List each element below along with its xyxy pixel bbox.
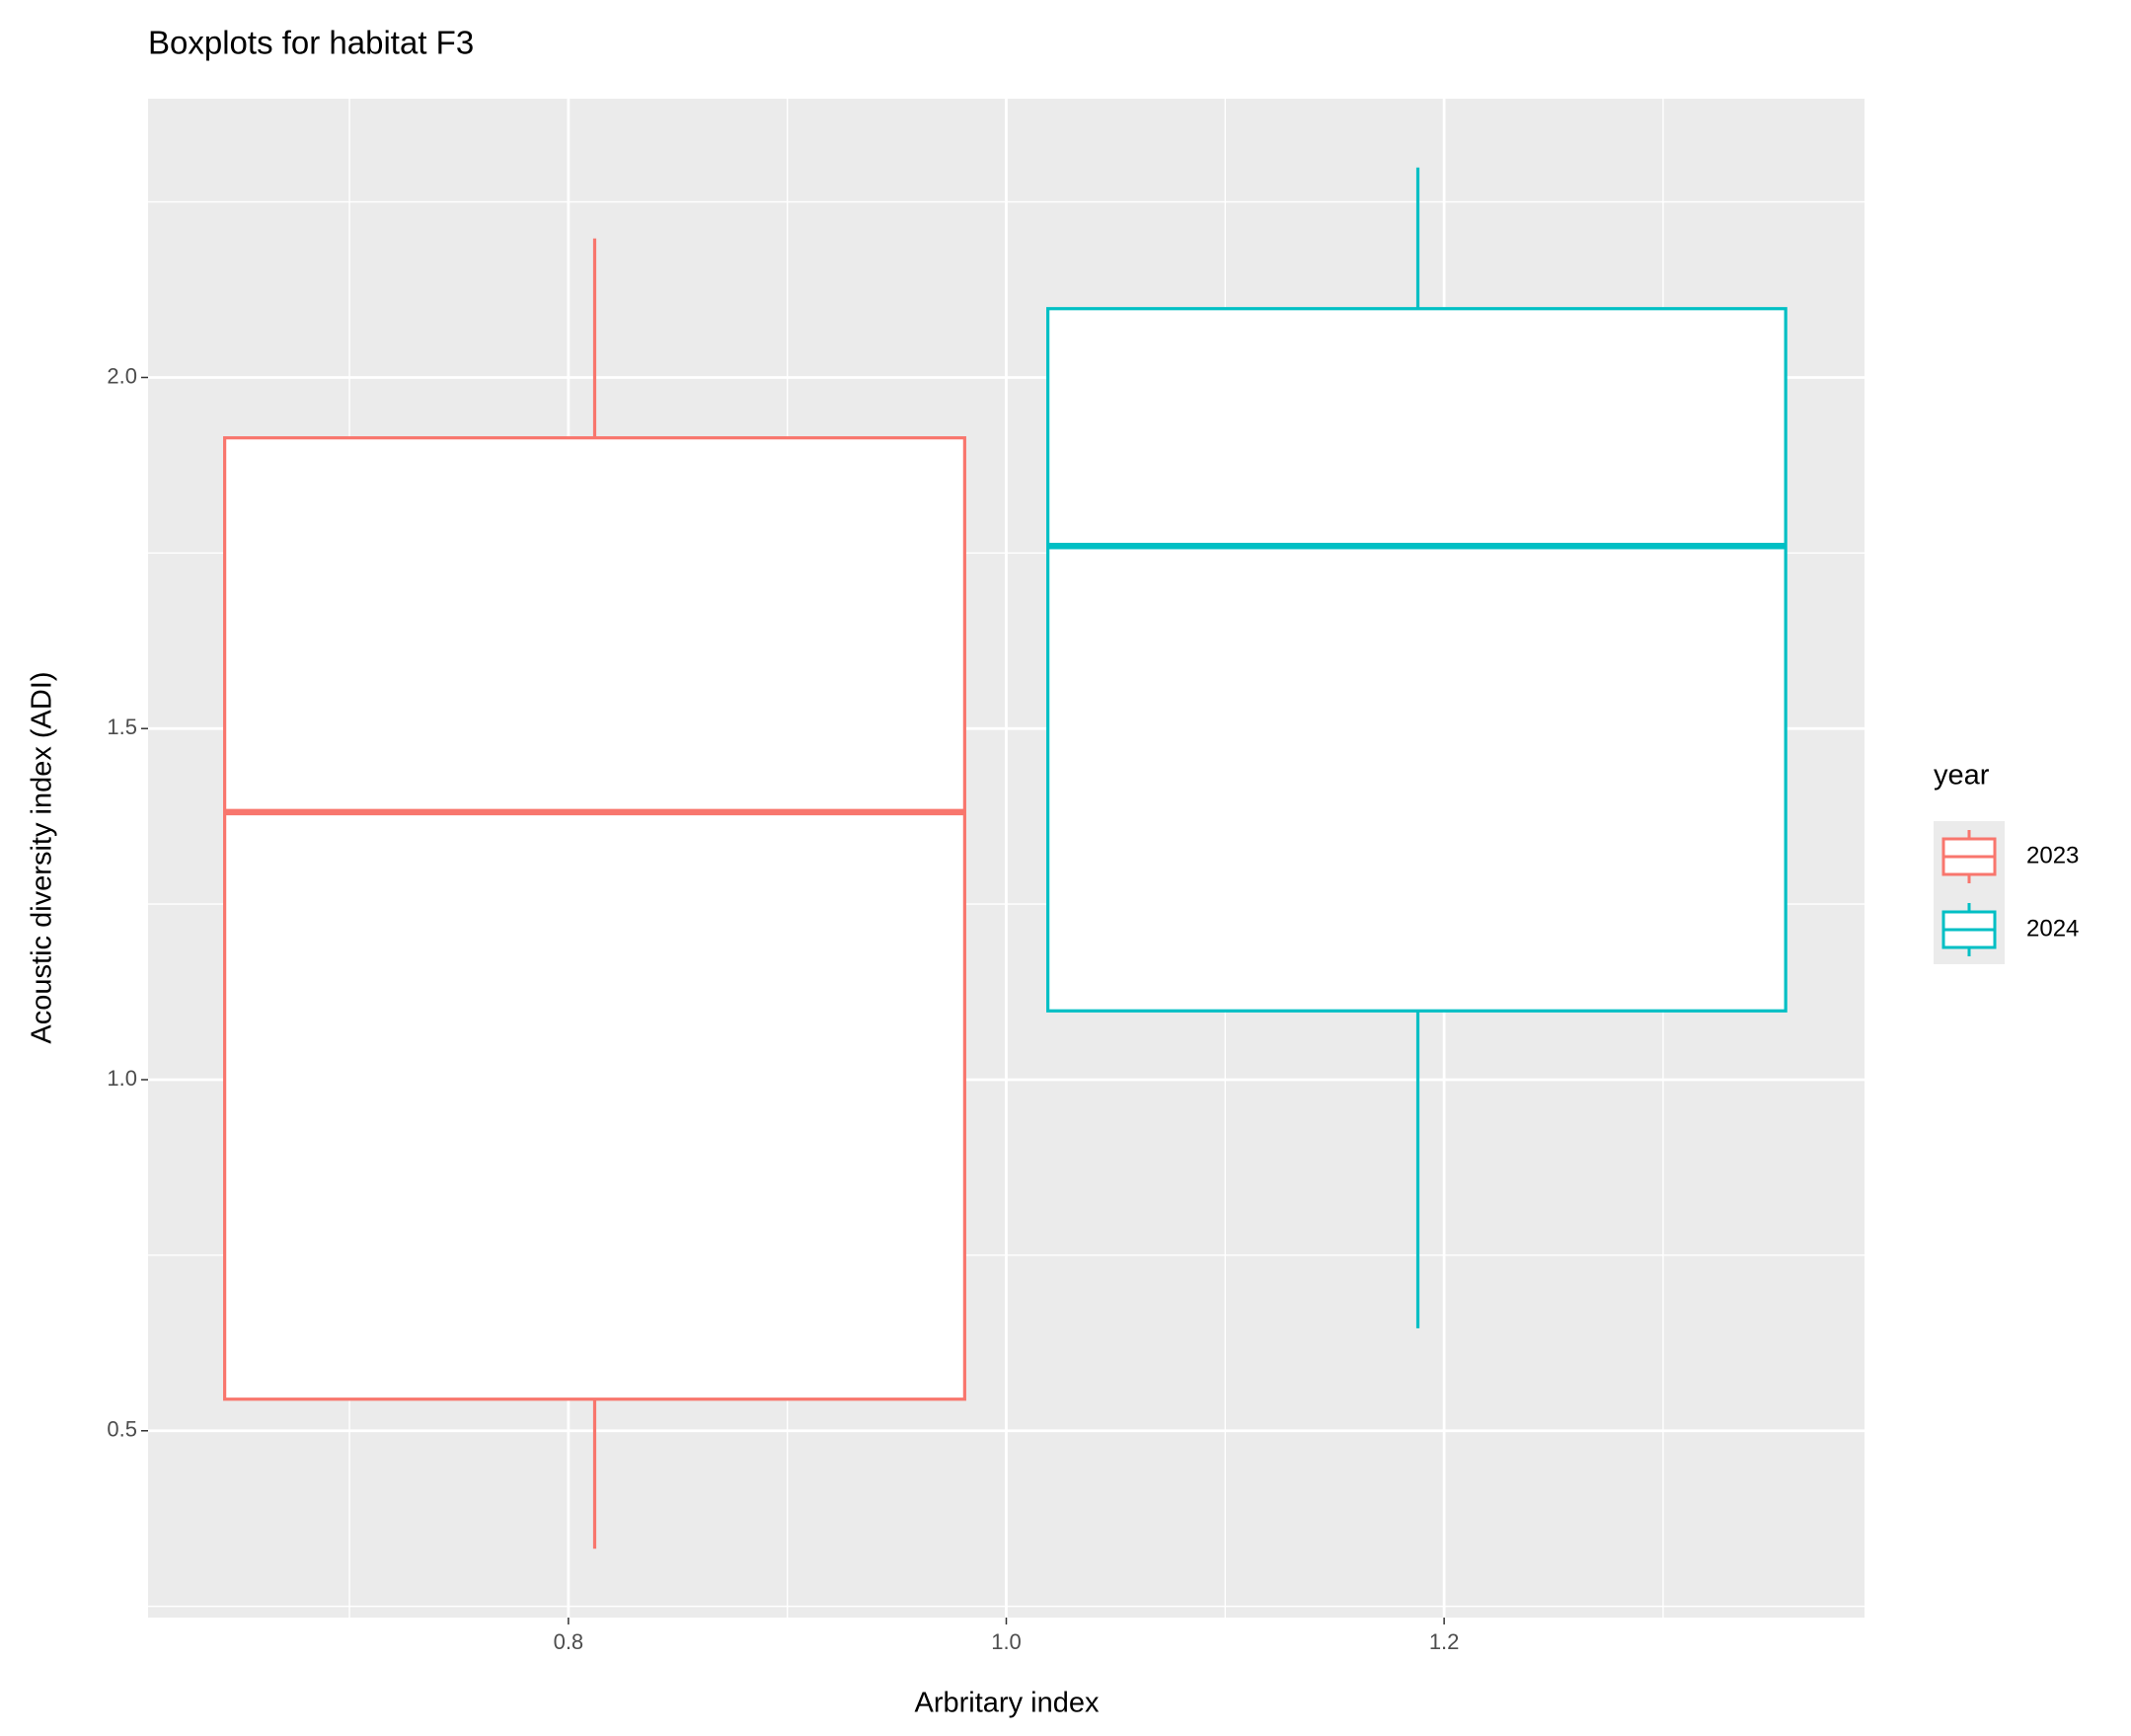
legend-title: year xyxy=(1934,760,1990,792)
y-tick-label: 1.0 xyxy=(107,1066,137,1091)
legend-label: 2023 xyxy=(2026,842,2079,868)
x-tick-label: 0.8 xyxy=(554,1629,584,1654)
y-axis-title: Acoustic diversity index (ADI) xyxy=(27,671,58,1043)
y-tick-label: 0.5 xyxy=(107,1417,137,1442)
x-tick-label: 1.2 xyxy=(1429,1629,1460,1654)
x-axis-title: Arbritary index xyxy=(915,1688,1100,1719)
box xyxy=(223,436,966,1401)
y-tick-label: 2.0 xyxy=(107,363,137,388)
chart-title: Boxplots for habitat F3 xyxy=(148,25,474,61)
legend-label: 2024 xyxy=(2026,915,2079,942)
y-tick-label: 1.5 xyxy=(107,715,137,739)
box xyxy=(1046,307,1788,1013)
x-tick-label: 1.0 xyxy=(991,1629,1022,1654)
